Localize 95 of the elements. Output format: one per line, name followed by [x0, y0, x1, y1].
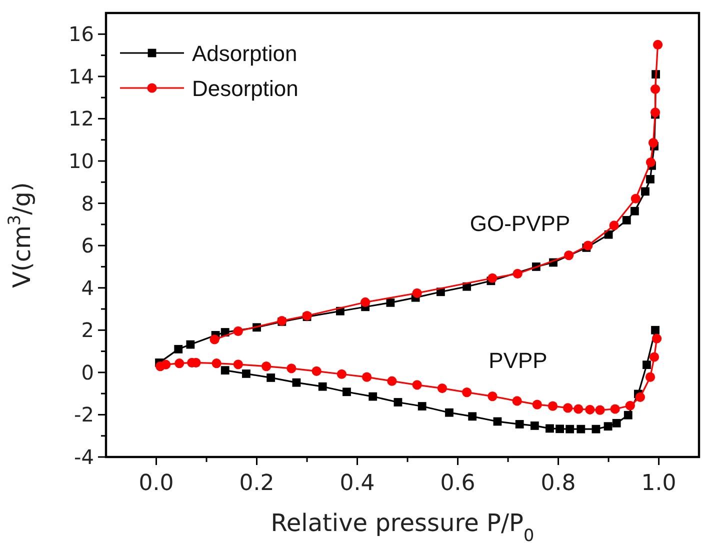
point: [468, 412, 477, 421]
y-tick-label: 2: [81, 318, 94, 342]
point: [394, 398, 402, 406]
point: [548, 401, 558, 411]
point: [174, 358, 184, 368]
point: [609, 220, 619, 230]
point: [574, 404, 584, 414]
point: [622, 216, 631, 224]
y-tick-label: 4: [81, 276, 94, 300]
point: [576, 424, 586, 434]
y-tick-label: 14: [68, 64, 94, 88]
point: [650, 108, 660, 118]
x-tick-label: 0.8: [540, 471, 576, 496]
point: [418, 402, 426, 410]
y-tick-label: 10: [68, 149, 94, 173]
point: [630, 194, 640, 204]
point: [566, 424, 574, 434]
point: [262, 361, 272, 372]
point: [595, 405, 605, 415]
y-tick-label: 8: [81, 191, 94, 216]
point: [546, 424, 554, 433]
point: [652, 40, 663, 50]
y-tick-label: 0: [81, 360, 94, 384]
point: [233, 360, 243, 370]
point: [512, 268, 522, 278]
point: [652, 334, 662, 344]
x-tick-label: 0.2: [239, 471, 274, 496]
point: [650, 84, 660, 94]
point: [412, 288, 422, 298]
x-tick-label: 0.0: [138, 471, 174, 496]
point: [437, 383, 447, 394]
point: [342, 388, 351, 396]
point: [648, 138, 658, 148]
point: [174, 344, 183, 354]
point: [649, 352, 660, 362]
point: [635, 392, 646, 402]
point: [646, 157, 656, 168]
point: [563, 403, 573, 413]
point: [386, 298, 395, 307]
point: [583, 240, 593, 250]
point: [493, 417, 502, 426]
point: [646, 174, 654, 184]
point: [336, 369, 346, 379]
point: [612, 418, 621, 428]
point: [362, 372, 372, 382]
point: [630, 206, 639, 216]
point: [387, 376, 397, 386]
point: [286, 364, 296, 374]
y-tick-label: -4: [74, 445, 94, 469]
point: [624, 410, 632, 420]
point: [610, 404, 620, 414]
legend-label: Adsorption: [192, 41, 298, 66]
point: [318, 382, 327, 391]
point: [604, 422, 612, 431]
point: [186, 340, 195, 349]
annotation: PVPP: [488, 348, 548, 373]
point: [641, 187, 650, 196]
legend-label: Desorption: [192, 76, 298, 101]
point: [592, 424, 600, 434]
point: [368, 392, 378, 401]
point: [515, 420, 524, 428]
x-tick-label: 0.4: [340, 471, 375, 496]
x-axis-title: Relative pressure P/P$_{0}$: [270, 509, 534, 543]
point: [292, 378, 301, 387]
point: [360, 297, 370, 308]
point: [212, 358, 222, 368]
point: [532, 400, 542, 410]
point: [651, 326, 660, 334]
point: [462, 388, 472, 398]
point: [530, 422, 539, 430]
point: [645, 372, 656, 382]
y-tick-label: 6: [81, 234, 94, 258]
point: [210, 334, 220, 344]
point: [512, 396, 522, 406]
point: [266, 374, 276, 382]
point: [412, 380, 422, 390]
point: [242, 369, 250, 378]
point: [564, 250, 574, 260]
x-tick-label: 1.0: [641, 471, 676, 496]
point: [312, 366, 322, 376]
y-tick-label: 12: [68, 106, 94, 131]
point: [155, 361, 166, 372]
point: [233, 326, 243, 336]
point: [625, 400, 635, 410]
point: [445, 408, 454, 417]
point: [488, 392, 498, 402]
annotation: GO-PVPP: [470, 211, 570, 236]
point: [488, 273, 498, 283]
y-tick-label: -2: [74, 402, 94, 427]
x-tick-label: 0.6: [440, 471, 476, 496]
point: [220, 366, 230, 375]
y-tick-label: 16: [68, 22, 94, 46]
point: [556, 424, 564, 434]
point: [585, 404, 595, 414]
point: [642, 360, 651, 370]
